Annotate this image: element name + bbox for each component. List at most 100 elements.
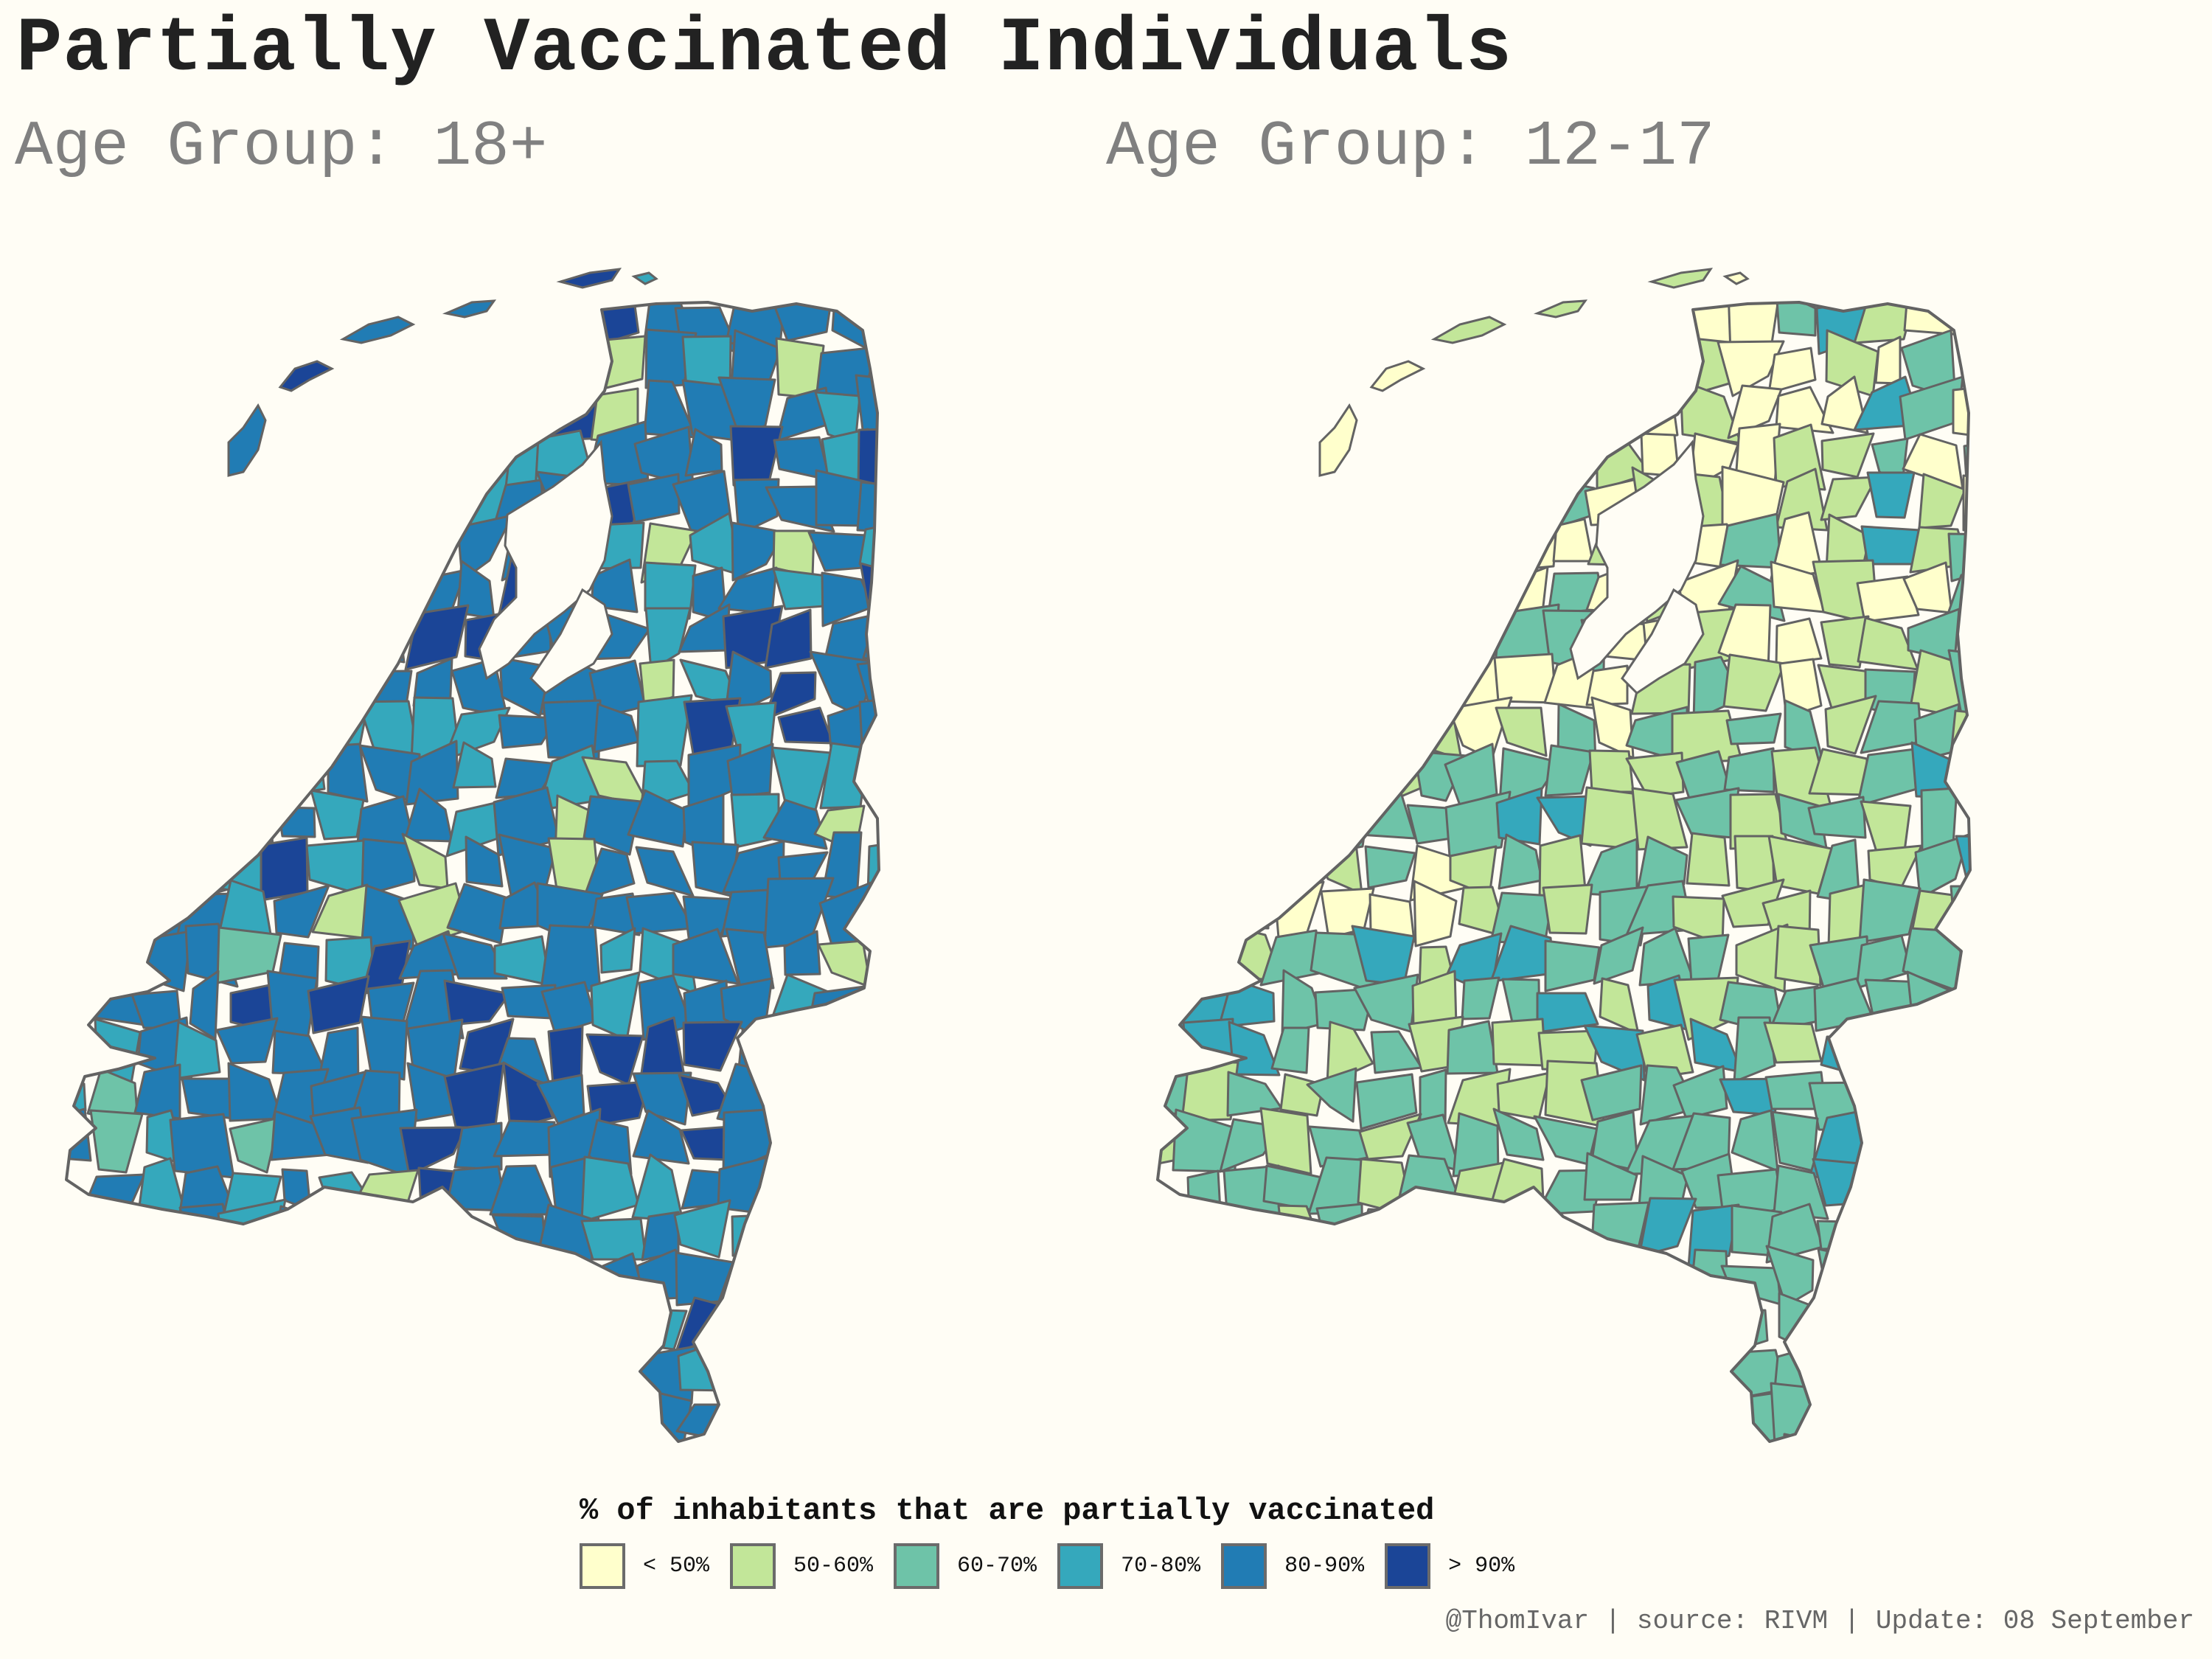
municipality-region [1774,925,1822,987]
municipality-region [1491,1018,1547,1067]
municipality-region [360,1015,408,1081]
municipality-region [1355,1073,1418,1130]
municipality-region [1820,476,1878,521]
municipality-region [540,981,597,1035]
municipality-region [1259,1107,1312,1175]
municipality-region [581,335,647,395]
municipality-region [1775,617,1823,666]
municipality-region [599,927,636,974]
legend-item: 50-60% [730,1543,873,1589]
municipality-region [1820,432,1875,479]
municipality-region [307,975,370,1034]
municipality-region [491,1214,548,1260]
municipality-region [632,1109,690,1165]
municipality-region [1962,474,1970,532]
legend-swatch [1385,1543,1431,1589]
municipality-region [783,930,821,976]
municipality-region [644,561,697,620]
municipality-region [1364,845,1416,889]
municipality-region [276,806,316,838]
municipality-region [232,791,274,849]
municipality-region [1326,1020,1374,1085]
island-region [1369,360,1426,392]
municipality-region [1963,440,1970,482]
municipality-region [1952,382,1970,439]
municipality-region [1413,880,1458,947]
island-region [631,271,658,285]
municipality-region [453,1121,503,1171]
municipality-region [1723,747,1775,793]
legend-item: > 90% [1385,1543,1514,1589]
municipality-region [1495,706,1548,757]
municipality-region [627,473,681,524]
island-region [1722,271,1750,285]
municipality-region [404,604,470,671]
municipality-region [1446,1020,1499,1075]
source-caption: @ThomIvar | source: RIVM | Update: 08 Se… [1445,1606,2194,1636]
municipality-region [1824,695,1877,755]
municipality-region [1778,1292,1827,1360]
municipality-region [229,1116,281,1174]
municipality-region [1767,347,1817,394]
municipality-region [169,1113,235,1179]
municipality-region [631,1153,684,1222]
municipality-region [1958,607,1970,672]
municipality-region [673,1199,731,1259]
municipality-region [1544,744,1595,797]
municipality-region [1461,976,1500,1020]
municipality-region [271,1205,319,1262]
municipality-region [1733,1016,1776,1083]
municipality-region [353,1169,420,1213]
municipality-region [1816,1220,1879,1251]
municipality-region [1352,1208,1418,1265]
municipality-region [498,714,559,749]
chart-title: Partially Vaccinated Individuals [16,6,1513,93]
municipality-region [1722,653,1786,712]
map-adults [65,268,880,1443]
municipality-region [452,741,497,789]
municipality-region [733,478,780,536]
municipality-region [260,836,309,902]
island-region [227,403,267,477]
municipality-region [1536,795,1593,847]
municipality-region [132,930,192,992]
municipality-region [1775,386,1834,434]
municipality-region [857,427,879,490]
municipality-region [862,616,879,672]
municipality-region [361,838,416,897]
legend-swatch [730,1543,776,1589]
municipality-region [777,706,835,745]
municipality-region [1638,1197,1697,1258]
municipality-region [1580,786,1640,851]
municipality-region [1542,883,1593,935]
municipality-region [1593,926,1644,985]
legend-label: 80-90% [1284,1554,1365,1579]
island-region [442,299,497,319]
municipality-region [864,883,879,945]
municipality-region [1820,615,1870,669]
municipality-region [1314,987,1375,1032]
municipality-region [1853,302,1919,344]
municipality-region [1226,1071,1283,1117]
municipality-region [1914,833,1970,900]
legend-title: % of inhabitants that are partially vacc… [580,1493,1435,1528]
municipality-region [1588,749,1635,793]
legend-label: 50-60% [793,1554,874,1579]
municipality-region [1717,340,1785,397]
municipality-region [627,789,688,848]
legend-label: < 50% [643,1554,710,1579]
municipality-region [1687,933,1730,984]
panel-subtitle-teens: Age Group: 12-17 [1106,111,1715,183]
municipality-regions [1158,302,1970,1441]
island-region [339,316,416,344]
municipality-region [273,884,330,939]
municipality-region [636,694,693,768]
municipality-region [310,789,365,841]
municipality-region [817,939,872,989]
municipality-region [1495,787,1543,846]
municipality-region [1583,1152,1638,1201]
country-outline [65,301,880,1443]
municipality-region [1947,532,1970,582]
municipality-regions [66,302,879,1441]
legend-label: > 90% [1448,1554,1515,1579]
